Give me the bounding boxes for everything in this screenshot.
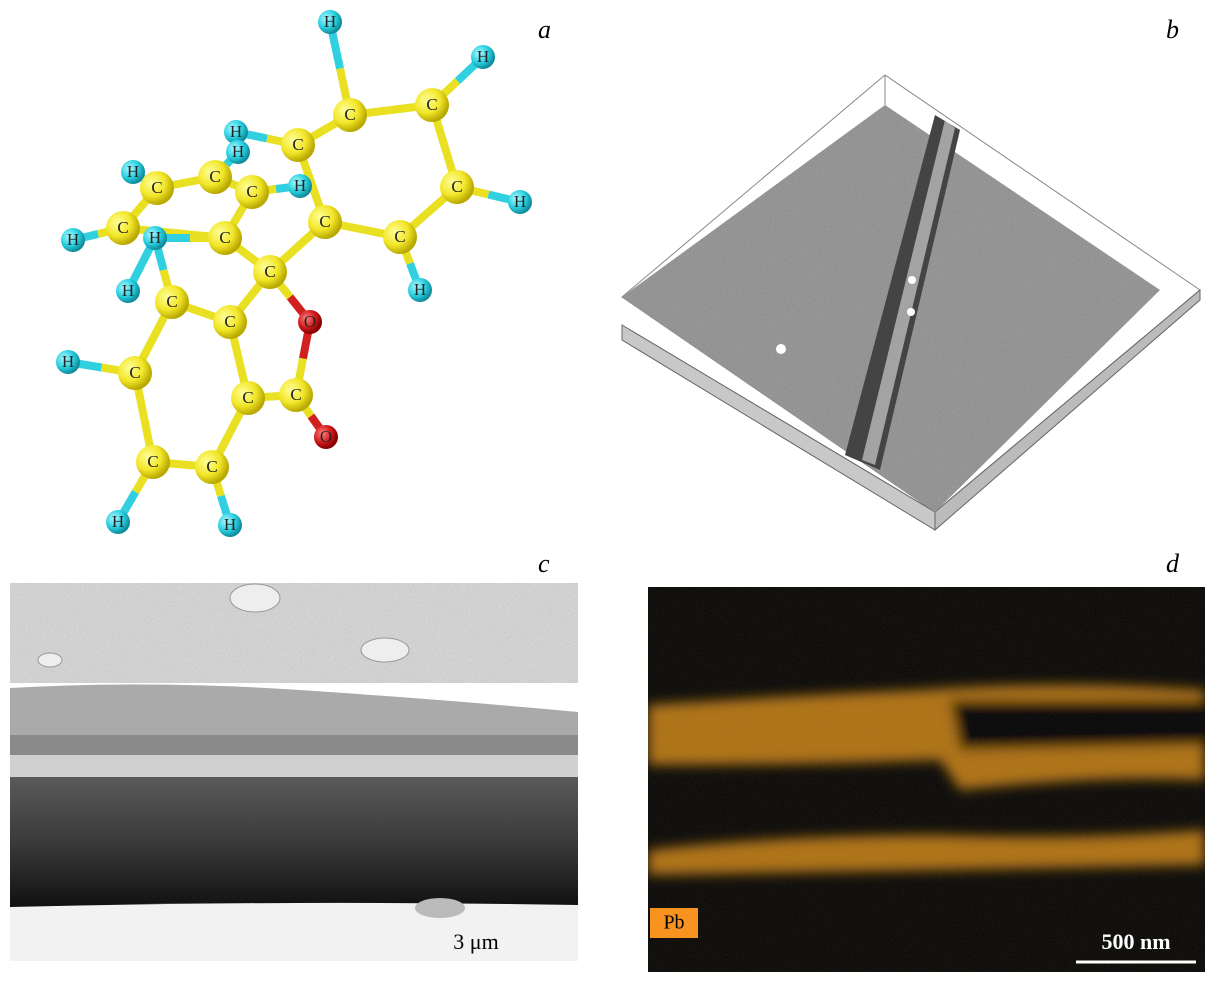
atom-label: H [149,228,161,247]
afm-topography [622,75,1200,530]
atom-label: C [117,218,128,237]
info-field-name: tilt [248,964,259,973]
atom-label: H [67,230,79,249]
atom-label: C [290,385,301,404]
atom-label: C [292,135,303,154]
atom-label: H [294,176,306,195]
panel-label: a [538,15,551,44]
atom-label: H [224,515,236,534]
element-label: Pb [663,912,684,934]
logo [16,965,32,981]
info-field-value: 40 000 x [124,975,163,984]
atom-label: C [242,388,253,407]
sem-image: 3 μm [10,583,578,986]
info-field-name: bias [70,964,86,973]
atom-label: H [324,12,336,31]
panel-label: c [538,549,550,578]
atom-label: C [166,292,177,311]
atom-label: H [514,192,526,211]
atom-label: C [206,457,217,476]
atom-label: C [426,95,437,114]
atom-label: C [264,262,275,281]
figure-canvas: a b c d HHCCHHCCCHCHCHCHCCCHCHHCCOHCCCOC… [0,0,1205,987]
atom-label: O [304,312,316,331]
atom-label: C [151,178,162,197]
atom-label: H [232,142,244,161]
atom-label: C [344,105,355,124]
atom-label: C [219,228,230,247]
info-field-value: SE [188,975,199,984]
atom-label: H [477,47,489,66]
info-field-name: HFW [282,964,301,973]
atom-label: C [147,452,158,471]
panel-label: d [1166,549,1180,578]
atom-label: C [394,227,405,246]
atom-label: H [62,352,74,371]
info-field-value: 52.0 ° [248,975,275,984]
scale-bar-label: 500 nm [1101,929,1170,954]
panel-label: b [1166,15,1179,44]
atom-label: H [127,162,139,181]
atom-label: O [320,427,332,446]
info-field-value: 50 pA [97,975,124,984]
edx-map: Pb 500 nm [648,587,1205,972]
atom-label: H [414,280,426,299]
info-field-value: 6.9 mm [215,975,249,984]
info-field-name: det [160,964,173,973]
info-field-name: HV [42,964,54,973]
info-field-value: 20 V [70,975,91,984]
info-field-name: WD [215,964,229,973]
atom-label: C [129,363,140,382]
atom-label: H [112,512,124,531]
atom-label: C [246,182,257,201]
atom-label: H [230,122,242,141]
atom-label: C [209,167,220,186]
instrument: FEI Scios SRC C&P RAS [441,974,532,983]
info-field-value: 10.4 μm [282,975,319,984]
atom-label: C [224,312,235,331]
info-field-value: ETD [160,975,178,984]
scale-bar-label: 3 μm [453,929,498,954]
info-field-name: curr [97,964,114,973]
info-field-name: mag [124,964,142,973]
figure: a b c d HHCCHHCCCHCHCHCHCCCHCHHCCOHCCCOC… [0,0,1205,987]
atom-label: C [451,177,462,196]
info-field-name: mode [188,964,211,973]
atom-label: H [122,281,134,300]
atom-label: C [319,212,330,231]
